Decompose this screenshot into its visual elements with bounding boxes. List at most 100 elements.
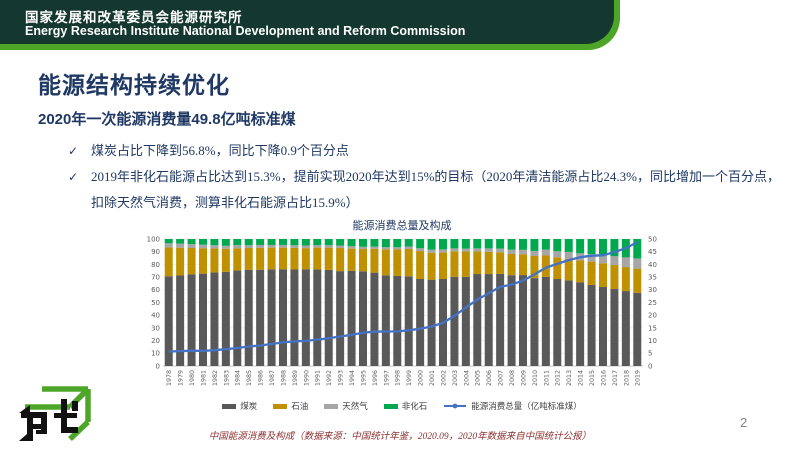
- bar-segment: [267, 269, 276, 366]
- bar-segment: [541, 239, 550, 250]
- bullet-item: ✓ 煤炭占比下降到56.8%，同比下降0.9个百分点: [68, 138, 784, 164]
- bar-segment: [336, 239, 345, 246]
- bar-segment: [461, 276, 470, 366]
- x-axis-label: 1980: [189, 370, 196, 386]
- chart-legend: 煤炭 石油 天然气 非化石 能源消费总量（亿吨标准煤）: [140, 400, 664, 412]
- bar-segment: [473, 251, 482, 275]
- bar-segment: [576, 239, 585, 254]
- bar-segment: [599, 255, 607, 264]
- bar-segment: [461, 251, 470, 277]
- bar-segment: [530, 239, 539, 251]
- bar-segment: [599, 263, 607, 288]
- bar-segment: [404, 276, 413, 366]
- bar-segment: [564, 280, 573, 366]
- right-axis-tick: 15: [648, 324, 657, 332]
- bar-segment: [564, 251, 573, 259]
- bar-segment: [244, 239, 253, 246]
- bar-segment: [187, 248, 196, 275]
- check-icon: ✓: [68, 170, 79, 184]
- bar-segment: [199, 239, 207, 245]
- bar-segment: [164, 276, 173, 366]
- bar-segment: [187, 244, 196, 249]
- bar-segment: [301, 248, 310, 270]
- bar-segment: [530, 256, 539, 279]
- legend-line-swatch: [444, 403, 467, 409]
- bar-segment: [553, 251, 562, 258]
- x-axis-label: 1990: [303, 370, 310, 386]
- bar-segment: [221, 248, 230, 272]
- bar-segment: [587, 284, 596, 366]
- bar-segment: [541, 249, 550, 256]
- bar-segment: [176, 247, 185, 276]
- bar-segment: [290, 239, 299, 246]
- bar-segment: [290, 247, 299, 270]
- right-axis-tick: 45: [648, 248, 657, 256]
- bar-segment: [221, 271, 230, 366]
- bullet-text: 2019年非化石能源占比达到15.3%，提前实现2020年达到15%的目标（20…: [91, 169, 780, 210]
- x-axis-label: 2001: [429, 370, 436, 386]
- bar-segment: [450, 239, 459, 249]
- bar-segment: [610, 289, 619, 366]
- bar-segment: [427, 239, 436, 250]
- bar-segment: [439, 252, 447, 280]
- x-axis-label: 2018: [623, 370, 630, 386]
- bar-segment: [336, 248, 345, 272]
- bar-segment: [404, 249, 413, 277]
- bar-segment: [199, 273, 207, 366]
- x-axis-label: 2013: [566, 370, 573, 386]
- bar-segment: [473, 239, 482, 249]
- bar-segment: [164, 247, 173, 277]
- x-axis-label: 1995: [360, 370, 367, 386]
- bar-segment: [256, 244, 265, 248]
- bar-segment: [176, 243, 185, 248]
- bar-segment: [370, 272, 379, 366]
- source-caption: 中国能源消费及构成（数据来源：中国统计年鉴，2020.09，2020年数据来自中…: [208, 432, 592, 442]
- x-axis-label: 2000: [418, 370, 425, 386]
- bar-segment: [473, 274, 482, 366]
- bar-segment: [439, 239, 447, 250]
- bar-segment: [610, 256, 619, 266]
- bar-segment: [279, 247, 287, 270]
- bar-segment: [381, 249, 390, 276]
- bar-segment: [336, 245, 345, 249]
- bar-segment: [279, 269, 287, 366]
- bar-segment: [564, 239, 573, 252]
- bar-segment: [416, 239, 425, 249]
- bar-segment: [473, 248, 482, 252]
- bullet-text: 煤炭占比下降到56.8%，同比下降0.9个百分点: [91, 143, 349, 158]
- bar-segment: [359, 239, 367, 247]
- bar-segment: [507, 239, 516, 250]
- bar-segment: [210, 245, 219, 249]
- bar-segment: [553, 257, 562, 280]
- bar-segment: [164, 243, 173, 248]
- bar-segment: [599, 287, 607, 366]
- bar-segment: [370, 239, 379, 247]
- bar-segment: [633, 268, 642, 293]
- bar-segment: [313, 239, 322, 246]
- bar-segment: [416, 248, 425, 252]
- bar-segment: [347, 239, 356, 247]
- bar-segment: [461, 239, 470, 249]
- bar-segment: [450, 276, 459, 366]
- bar-segment: [519, 249, 527, 255]
- legend-item: 石油: [273, 400, 308, 412]
- x-axis-label: 1991: [315, 370, 322, 386]
- bar-segment: [599, 239, 607, 256]
- chart-title: 能源消费总量及构成: [352, 220, 452, 232]
- x-axis-label: 2003: [452, 370, 459, 386]
- bar-segment: [610, 265, 619, 290]
- legend-label: 石油: [291, 401, 309, 411]
- total-consumption-line: [168, 241, 638, 353]
- page-subtitle: 2020年一次能源消费量49.8亿吨标准煤: [38, 111, 296, 128]
- x-axis-label: 1989: [292, 370, 299, 386]
- bar-segment: [313, 245, 322, 248]
- right-axis-tick: 10: [648, 337, 657, 345]
- bar-segment: [267, 247, 276, 270]
- bar-segment: [279, 239, 287, 245]
- bar-segment: [484, 274, 493, 366]
- bar-segment: [221, 239, 230, 246]
- x-axis-label: 1993: [338, 370, 345, 386]
- x-axis-label: 2009: [520, 370, 527, 386]
- bar-segment: [370, 246, 379, 249]
